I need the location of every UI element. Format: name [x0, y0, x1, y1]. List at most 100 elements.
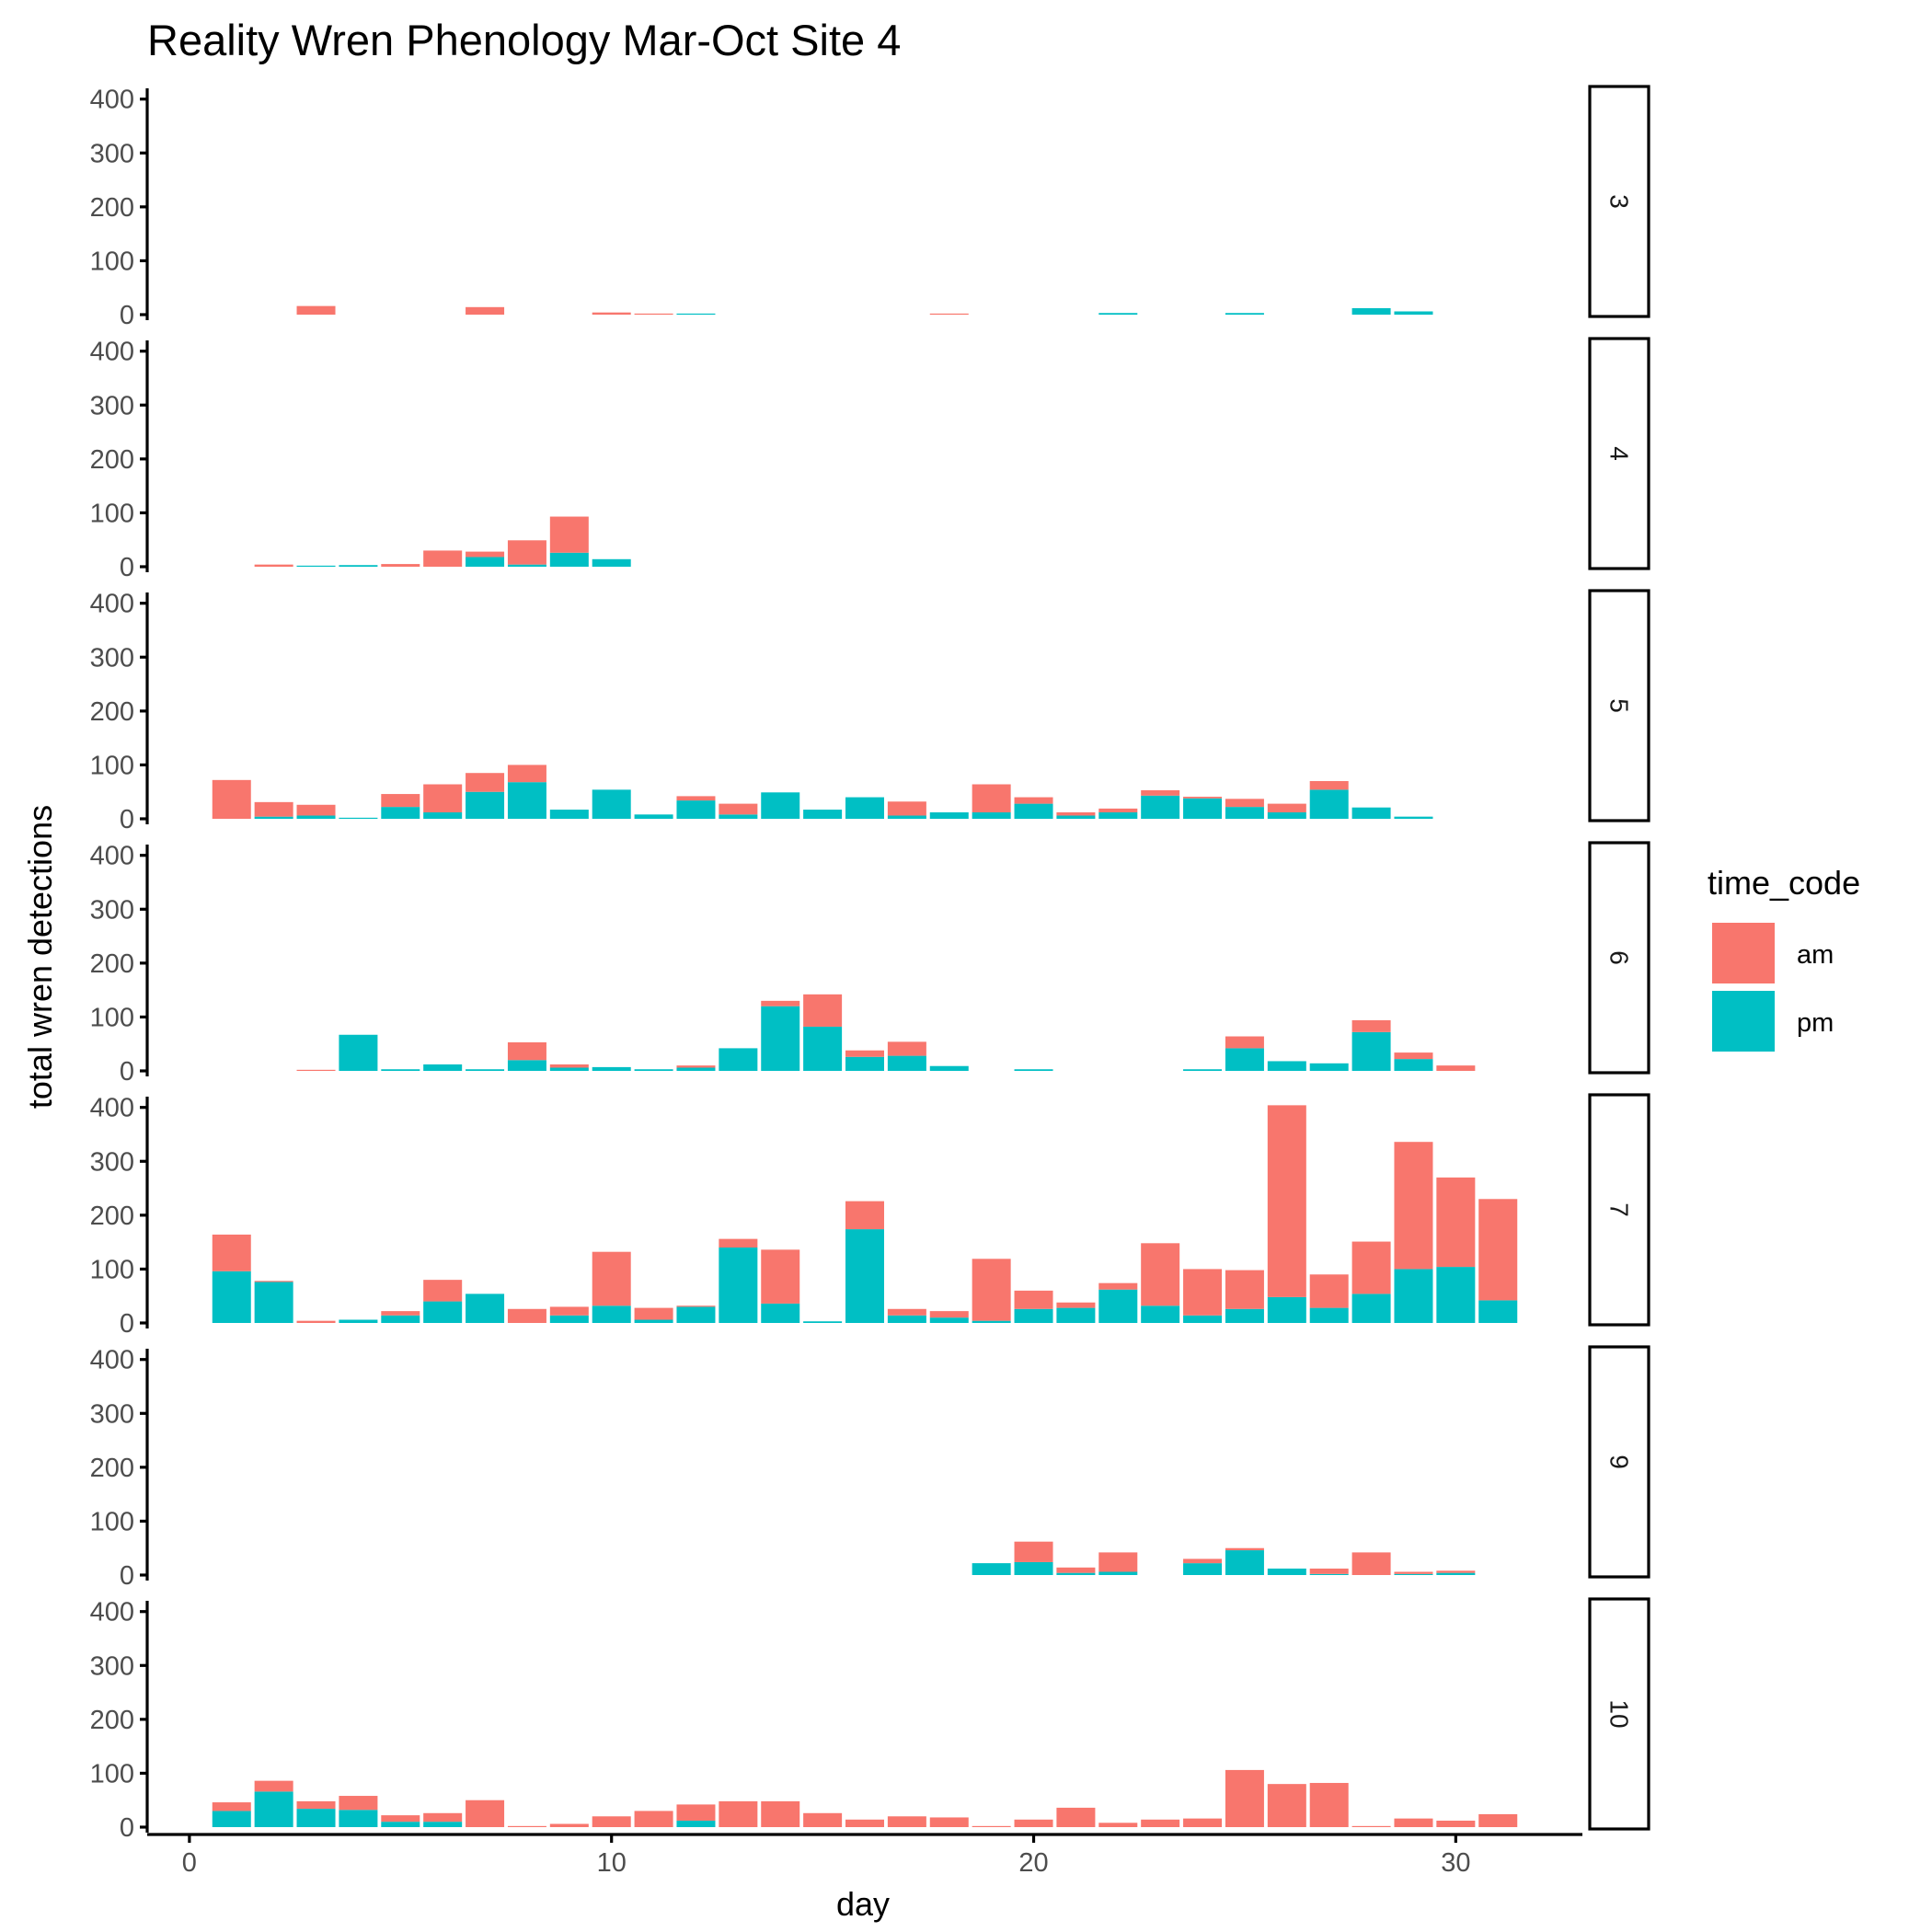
bar-am-month5-day13 — [719, 803, 758, 815]
y-tick-label: 400 — [90, 1598, 134, 1627]
bar-pm-month10-day4 — [339, 1810, 378, 1827]
bar-pm-month4-day9 — [549, 552, 589, 567]
x-axis-title: day — [836, 1885, 890, 1923]
bar-pm-month5-day3 — [296, 815, 336, 819]
bar-pm-month9-day30 — [1436, 1572, 1476, 1575]
bar-pm-month5-day15 — [803, 810, 843, 819]
bar-pm-month7-day9 — [549, 1315, 589, 1323]
bar-am-month5-day7 — [466, 773, 505, 792]
bar-am-month10-day24 — [1183, 1818, 1223, 1827]
x-tick-label: 0 — [182, 1848, 197, 1878]
y-tick-label: 200 — [90, 193, 134, 223]
bar-am-month7-day22 — [1098, 1282, 1138, 1290]
bar-am-month7-day14 — [761, 1249, 800, 1304]
bar-am-month10-day7 — [466, 1800, 505, 1827]
bar-pm-month7-day12 — [676, 1306, 716, 1323]
facet-strip — [1588, 85, 1650, 318]
bar-pm-month10-day2 — [254, 1791, 293, 1827]
bar-pm-month5-day10 — [592, 789, 631, 819]
facet-strip — [1588, 1597, 1650, 1831]
bar-am-month6-day9 — [549, 1064, 589, 1068]
bar-am-month7-day26 — [1267, 1105, 1306, 1297]
bar-pm-month5-day2 — [254, 816, 293, 819]
bar-am-month6-day17 — [887, 1041, 926, 1056]
bar-am-month7-day18 — [929, 1311, 969, 1318]
bar-am-month4-day6 — [423, 550, 463, 567]
facet-strip — [1588, 589, 1650, 822]
bar-am-month5-day1 — [212, 779, 251, 819]
bar-pm-month5-day5 — [381, 807, 420, 819]
chart-title: Reality Wren Phenology Mar-Oct Site 4 — [147, 16, 901, 64]
bar-pm-month6-day28 — [1351, 1031, 1391, 1071]
bar-am-month7-day29 — [1394, 1142, 1433, 1270]
y-tick-label: 0 — [120, 1561, 134, 1591]
bar-am-month6-day28 — [1351, 1019, 1391, 1032]
bar-am-month10-day17 — [887, 1816, 926, 1827]
bar-pm-month6-day17 — [887, 1055, 926, 1071]
bar-am-month10-day10 — [592, 1816, 631, 1827]
facet-panels: 0100200300400301002003004004010020030040… — [90, 85, 1650, 1843]
bar-am-month10-day5 — [381, 1815, 420, 1823]
bar-pm-month7-day24 — [1183, 1315, 1223, 1323]
bar-am-month10-day6 — [423, 1812, 463, 1823]
bar-pm-month7-day14 — [761, 1303, 800, 1323]
bar-pm-month5-day13 — [719, 814, 758, 819]
bar-am-month9-day25 — [1225, 1547, 1264, 1551]
bar-pm-month9-day22 — [1098, 1571, 1138, 1575]
facet-panel-4: 0 100 200 300 400 4 — [90, 337, 1650, 582]
bar-pm-month4-day8 — [507, 564, 546, 567]
bar-am-month10-day9 — [549, 1823, 589, 1827]
bar-pm-month4-day7 — [466, 557, 505, 567]
bar-am-month5-day5 — [381, 794, 420, 808]
legend-title: time_code — [1708, 864, 1860, 902]
bar-pm-month7-day11 — [634, 1319, 673, 1323]
y-tick-label: 0 — [120, 1813, 134, 1843]
bar-am-month6-day29 — [1394, 1052, 1433, 1060]
bar-am-month7-day27 — [1309, 1274, 1349, 1308]
facet-strip — [1588, 1093, 1650, 1327]
bar-pm-month5-day12 — [676, 800, 716, 819]
y-tick-label: 100 — [90, 1003, 134, 1032]
bar-am-month10-day11 — [634, 1811, 673, 1827]
x-tick-label: 30 — [1441, 1848, 1470, 1878]
bar-pm-month9-day20 — [1014, 1561, 1053, 1575]
bar-pm-month5-day22 — [1098, 811, 1138, 819]
bar-pm-month9-day29 — [1394, 1573, 1433, 1575]
bar-am-month10-day15 — [803, 1812, 843, 1827]
bar-am-month10-day19 — [972, 1825, 1011, 1827]
bar-pm-month3-day29 — [1394, 311, 1433, 315]
bar-am-month4-day5 — [381, 564, 420, 567]
bar-am-month9-day28 — [1351, 1552, 1391, 1575]
y-tick-label: 200 — [90, 445, 134, 475]
bar-am-month7-day5 — [381, 1311, 420, 1316]
bar-pm-month6-day7 — [466, 1069, 505, 1071]
bar-am-month6-day25 — [1225, 1036, 1264, 1049]
y-tick-label: 0 — [120, 301, 134, 330]
bar-am-month7-day1 — [212, 1234, 251, 1271]
bar-pm-month10-day12 — [676, 1820, 716, 1827]
bar-am-month7-day10 — [592, 1251, 631, 1306]
bar-pm-month7-day23 — [1141, 1305, 1180, 1323]
bar-am-month7-day23 — [1141, 1243, 1180, 1306]
x-tick-label: 20 — [1018, 1848, 1048, 1878]
y-tick-label: 100 — [90, 1255, 134, 1284]
y-tick-label: 100 — [90, 751, 134, 780]
bar-am-month4-day9 — [549, 516, 589, 553]
facet-strip — [1588, 1345, 1650, 1579]
bar-am-month6-day12 — [676, 1065, 716, 1068]
y-tick-label: 400 — [90, 590, 134, 619]
bar-pm-month6-day24 — [1183, 1069, 1223, 1071]
bar-pm-month6-day10 — [592, 1066, 631, 1071]
bar-pm-month6-day13 — [719, 1048, 758, 1071]
bar-am-month7-day24 — [1183, 1269, 1223, 1316]
bar-am-month10-day13 — [719, 1800, 758, 1827]
bar-am-month5-day25 — [1225, 799, 1264, 808]
bar-pm-month4-day4 — [339, 565, 378, 567]
y-tick-label: 200 — [90, 949, 134, 979]
bar-pm-month7-day2 — [254, 1282, 293, 1323]
y-tick-label: 100 — [90, 1759, 134, 1788]
bar-am-month5-day24 — [1183, 796, 1223, 799]
bar-am-month7-day19 — [972, 1259, 1011, 1321]
y-tick-label: 300 — [90, 1147, 134, 1177]
bar-am-month10-day1 — [212, 1802, 251, 1811]
